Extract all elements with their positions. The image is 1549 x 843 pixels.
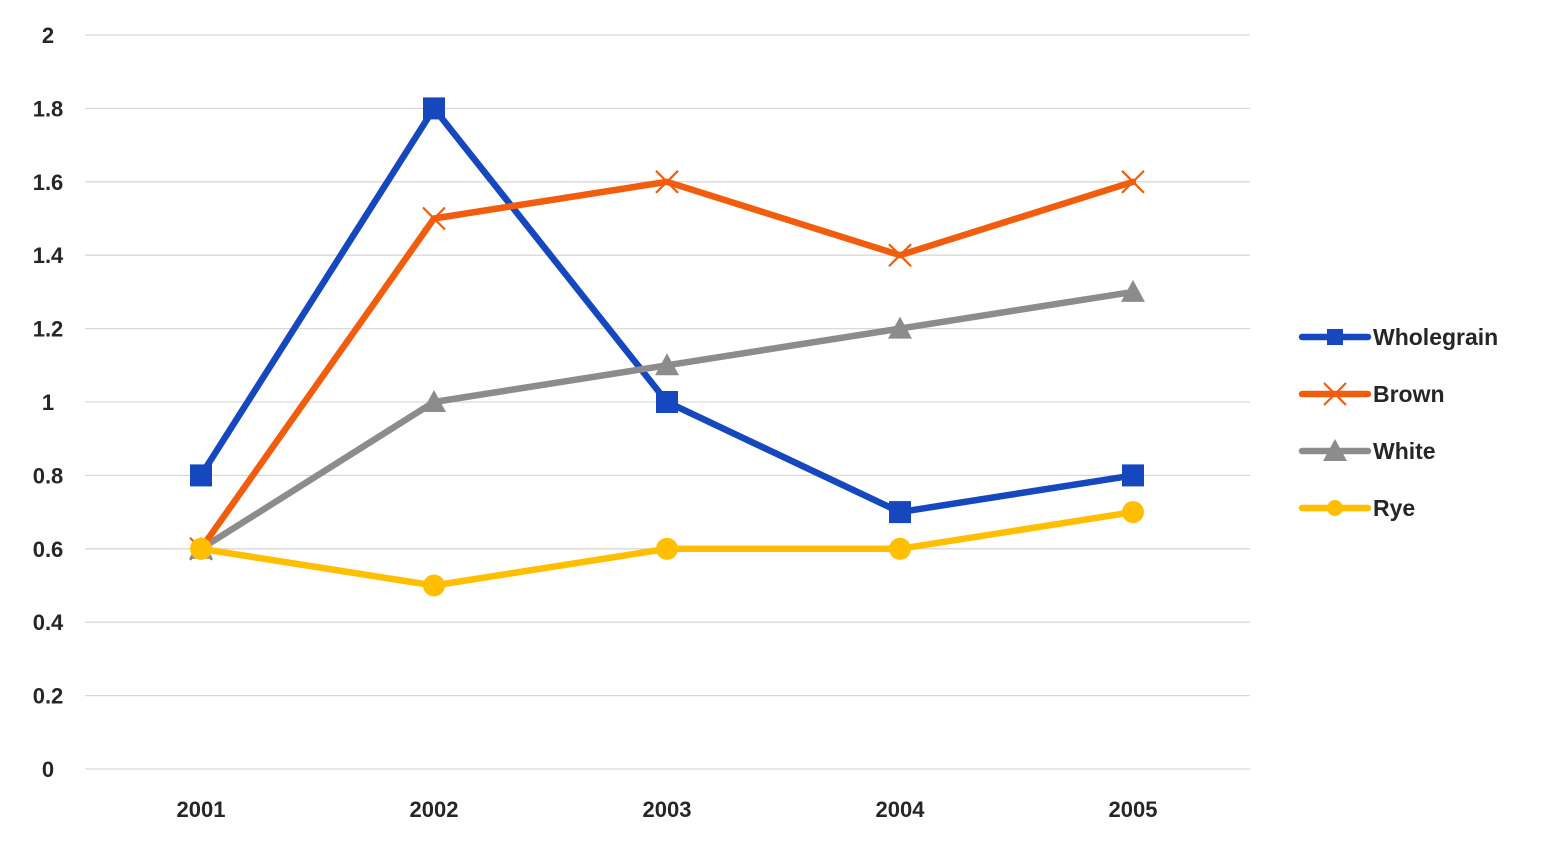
y-tick-label: 0 [42, 757, 54, 782]
y-axis-tick-labels: 0 0.2 0.4 0.6 0.8 1 1.2 1.4 1.6 1.8 2 [33, 23, 64, 782]
y-tick-label: 1.8 [33, 96, 64, 121]
legend-item-rye: Rye [1298, 495, 1415, 521]
legend: Wholegrain Brown White Rye [1298, 324, 1498, 521]
legend-item-brown: Brown [1298, 381, 1445, 407]
data-point-rye [656, 537, 678, 560]
y-tick-label: 1 [42, 390, 54, 415]
data-point-rye [423, 574, 445, 597]
legend-label: Rye [1373, 495, 1415, 521]
y-tick-label: 0.4 [33, 610, 64, 635]
data-point-white [1121, 279, 1145, 302]
legend-label: Brown [1373, 381, 1445, 407]
data-point-white [655, 353, 679, 376]
legend-item-white: White [1298, 438, 1436, 464]
legend-label: Wholegrain [1373, 324, 1498, 350]
y-tick-label: 1.6 [33, 170, 64, 195]
x-tick-label: 2001 [177, 797, 226, 822]
data-point-brown [422, 206, 446, 231]
x-axis-tick-labels: 2001 2002 2003 2004 2005 [177, 797, 1158, 822]
data-point-white [422, 390, 446, 412]
x-tick-label: 2002 [410, 797, 459, 822]
x-tick-label: 2003 [643, 797, 692, 822]
y-tick-label: 1.4 [33, 243, 64, 268]
data-point-wholegrain [656, 391, 678, 413]
data-point-rye [1122, 501, 1144, 524]
legend-label: White [1373, 438, 1436, 464]
data-point-brown [655, 170, 679, 194]
legend-marker [1323, 382, 1347, 406]
y-tick-label: 1.2 [33, 317, 64, 342]
x-tick-label: 2005 [1109, 797, 1158, 822]
y-tick-label: 0.6 [33, 537, 64, 562]
series-line-white [197, 288, 1137, 553]
series-line-wholegrain [197, 105, 1137, 516]
data-point-brown [1121, 170, 1145, 194]
data-point-white [888, 316, 912, 339]
series-lines [197, 105, 1137, 589]
data-point-brown [888, 243, 912, 267]
data-point-wholegrain [889, 501, 911, 524]
data-point-wholegrain [1122, 464, 1144, 487]
data-point-wholegrain [190, 464, 212, 487]
data-point-rye [190, 537, 212, 560]
legend-marker [1323, 439, 1347, 461]
data-point-wholegrain [423, 97, 445, 120]
data-point-rye [889, 537, 911, 560]
x-tick-label: 2004 [876, 797, 926, 822]
legend-item-wholegrain: Wholegrain [1298, 324, 1498, 350]
y-tick-label: 0.2 [33, 684, 64, 709]
y-tick-label: 0.8 [33, 463, 64, 488]
y-tick-label: 2 [42, 23, 54, 48]
series-markers [189, 97, 1145, 597]
legend-marker [1327, 500, 1343, 516]
legend-marker [1327, 329, 1343, 345]
